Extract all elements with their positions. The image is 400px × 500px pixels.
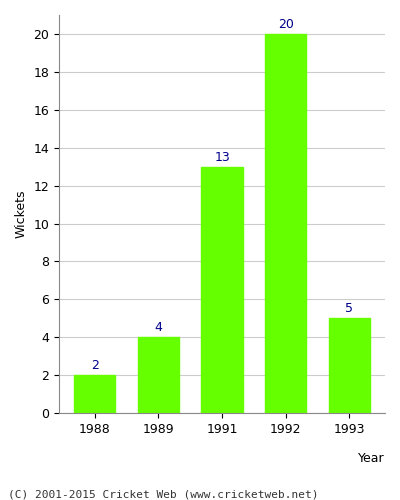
Text: (C) 2001-2015 Cricket Web (www.cricketweb.net): (C) 2001-2015 Cricket Web (www.cricketwe… [8,490,318,500]
Bar [138,338,179,413]
Bar [201,166,243,413]
Text: 5: 5 [346,302,354,316]
Text: 20: 20 [278,18,294,31]
Text: 13: 13 [214,151,230,164]
Text: Year: Year [358,452,385,465]
Y-axis label: Wickets: Wickets [15,190,28,238]
Text: 2: 2 [91,360,99,372]
Bar [265,34,306,413]
Text: 4: 4 [154,322,162,334]
Bar [74,375,115,413]
Bar [329,318,370,413]
